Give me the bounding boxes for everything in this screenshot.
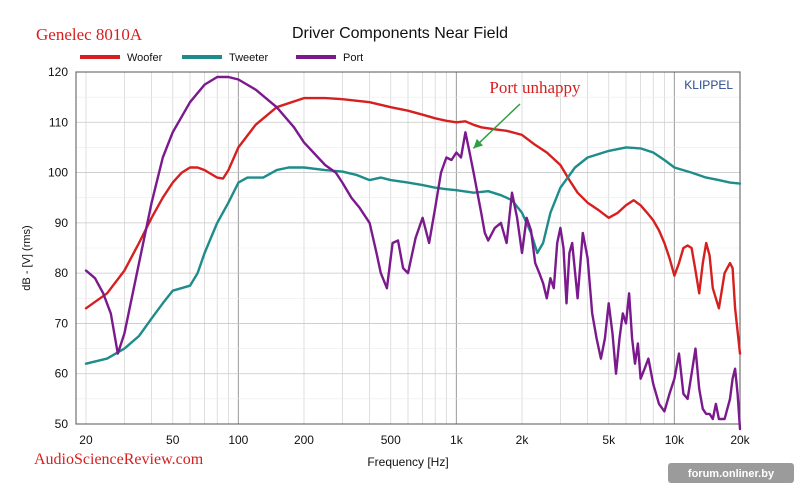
y-tick-label: 50	[55, 417, 69, 431]
x-axis-ticks: 20 50 100 200 500 1k 2k 5k 10k 20k	[79, 433, 750, 447]
legend-label-tweeter: Tweeter	[229, 52, 268, 64]
x-tick-label: 20	[79, 433, 93, 447]
x-tick-label: 20k	[730, 433, 750, 447]
legend: Woofer Tweeter Port	[80, 52, 363, 64]
klippel-label: KLIPPEL	[684, 78, 733, 92]
x-tick-label: 2k	[516, 433, 530, 447]
y-tick-label: 90	[55, 216, 69, 230]
annotation-arrowhead	[473, 138, 484, 149]
annotation-text: Port unhappy	[489, 78, 581, 97]
grid	[76, 71, 741, 425]
watermark: forum.onliner.by	[668, 463, 794, 483]
y-axis-ticks: 50 60 70 80 90 100 110 120	[48, 65, 68, 431]
plot-area-border	[75, 71, 741, 425]
legend-label-port: Port	[343, 52, 363, 64]
y-tick-label: 80	[55, 266, 69, 280]
y-axis-label: dB - [V] (rms)	[21, 225, 33, 290]
annotation: Port unhappy	[472, 78, 581, 149]
y-tick-label: 100	[48, 166, 68, 180]
product-label: Genelec 8010A	[36, 25, 143, 44]
y-tick-label: 110	[49, 115, 68, 129]
annotation-arrow	[472, 103, 521, 149]
x-tick-label: 500	[381, 433, 401, 447]
x-tick-label: 5k	[602, 433, 616, 447]
x-tick-label: 1k	[450, 433, 464, 447]
x-tick-label: 10k	[665, 433, 685, 447]
legend-label-woofer: Woofer	[127, 52, 163, 64]
watermark-text: forum.onliner.by	[688, 468, 775, 480]
y-tick-label: 120	[48, 65, 68, 79]
x-tick-label: 100	[228, 433, 248, 447]
source-label: AudioScienceReview.com	[34, 451, 204, 468]
series-line-tweeter	[84, 146, 742, 365]
x-axis-label: Frequency [Hz]	[367, 455, 448, 469]
chart-title: Driver Components Near Field	[292, 25, 508, 42]
x-tick-label: 50	[166, 433, 180, 447]
curves	[84, 75, 742, 431]
y-tick-label: 60	[55, 367, 69, 381]
y-tick-label: 70	[55, 316, 69, 330]
x-tick-label: 200	[294, 433, 314, 447]
series-line-port	[84, 75, 742, 431]
series-line-woofer	[84, 96, 742, 355]
